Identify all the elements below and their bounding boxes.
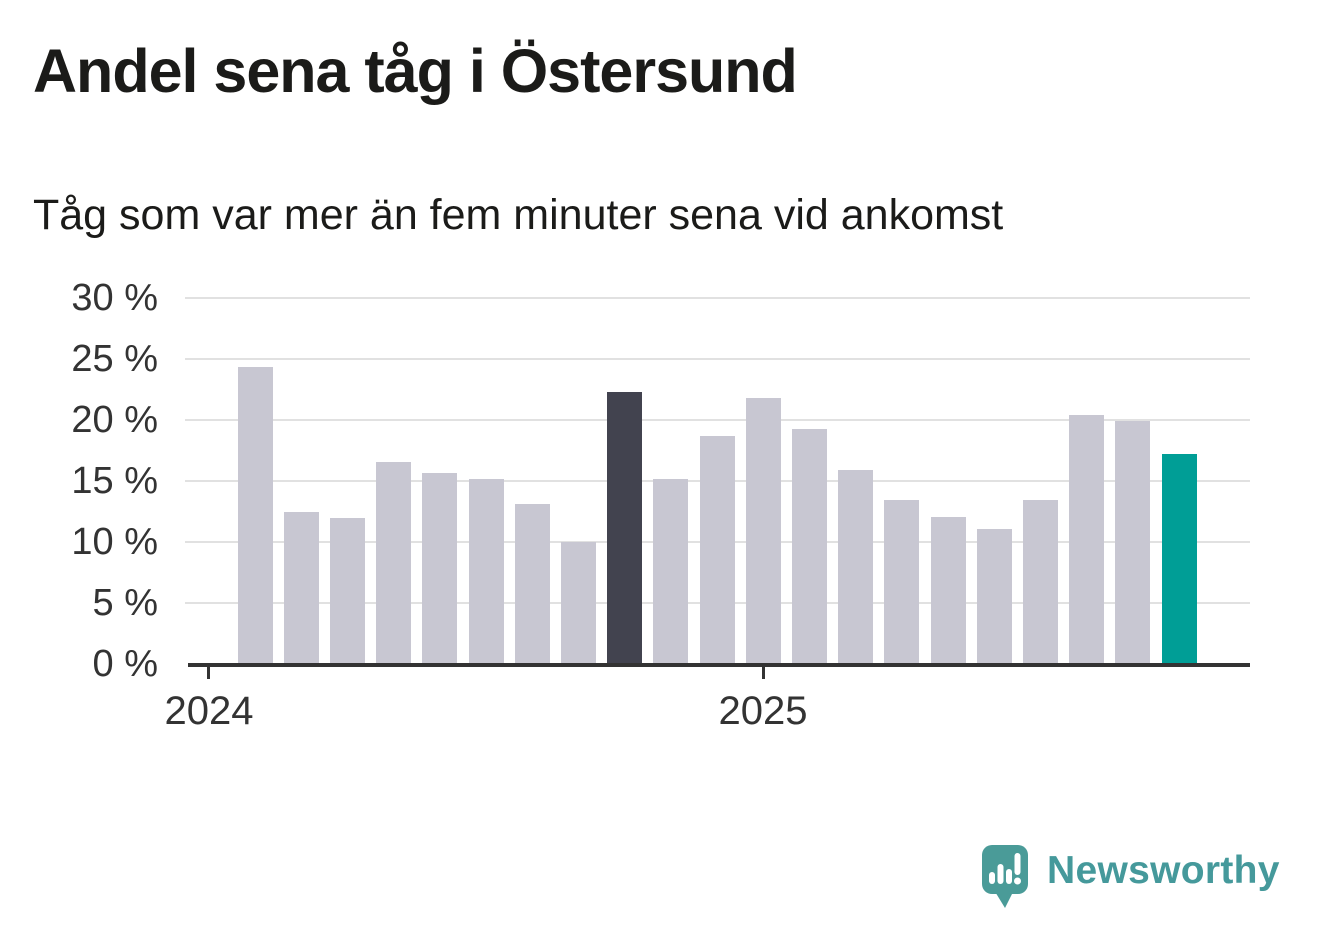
x-axis-label: 2024 bbox=[164, 689, 254, 733]
chart-subtitle: Tåg som var mer än fem minuter sena vid … bbox=[33, 191, 1004, 239]
x-axis-tick bbox=[762, 667, 765, 679]
y-axis-label: 15 % bbox=[71, 460, 158, 502]
y-axis-label: 25 % bbox=[71, 338, 158, 380]
bar bbox=[422, 473, 457, 663]
x-axis-line bbox=[188, 663, 1250, 667]
bar bbox=[1069, 415, 1104, 663]
y-axis-label: 10 % bbox=[71, 521, 158, 563]
y-axis-label: 0 % bbox=[92, 643, 158, 685]
bar bbox=[607, 392, 642, 663]
bar bbox=[746, 398, 781, 663]
bar bbox=[700, 436, 735, 663]
bar bbox=[469, 479, 504, 663]
bar bbox=[330, 518, 365, 663]
y-axis-label: 5 % bbox=[92, 582, 158, 624]
bar bbox=[561, 542, 596, 663]
plot-area: 2024 2025 bbox=[165, 297, 1250, 733]
bar bbox=[838, 470, 873, 663]
bar bbox=[884, 500, 919, 663]
y-axis-label: 30 % bbox=[71, 277, 158, 319]
x-axis-label: 2025 bbox=[718, 689, 808, 733]
bar bbox=[653, 479, 688, 663]
bar bbox=[1023, 500, 1058, 663]
bar bbox=[931, 517, 966, 663]
bar bbox=[792, 429, 827, 663]
newsworthy-logo-text: Newsworthy bbox=[1047, 849, 1280, 892]
bar bbox=[977, 529, 1012, 663]
gridline bbox=[185, 358, 1250, 360]
y-axis-label: 20 % bbox=[71, 399, 158, 441]
bar bbox=[376, 462, 411, 663]
bar bbox=[238, 367, 273, 663]
bar bbox=[284, 512, 319, 663]
bar bbox=[1115, 421, 1150, 663]
gridline bbox=[185, 419, 1250, 421]
newsworthy-logo: Newsworthy bbox=[981, 845, 1280, 911]
bar bbox=[1162, 454, 1197, 663]
gridline bbox=[185, 297, 1250, 299]
x-axis-tick bbox=[207, 667, 210, 679]
bar bbox=[515, 504, 550, 663]
chart-title: Andel sena tåg i Östersund bbox=[33, 37, 798, 105]
newsworthy-logo-icon bbox=[982, 845, 1028, 908]
